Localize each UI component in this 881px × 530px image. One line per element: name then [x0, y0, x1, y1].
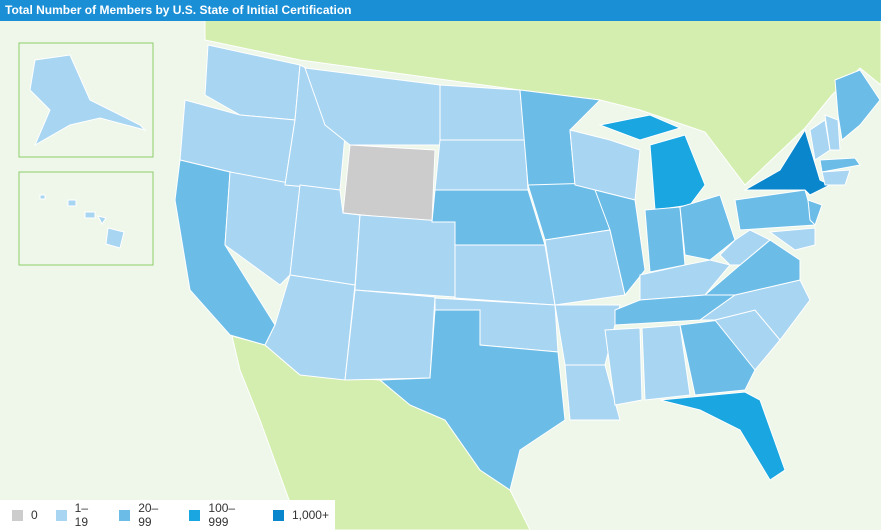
state: [454, 244, 556, 306]
legend-swatch: [119, 509, 131, 521]
state: [679, 194, 736, 261]
title: Total Number of Members by U.S. State of…: [5, 3, 352, 17]
legend-swatch: [189, 509, 201, 521]
state: [105, 227, 125, 249]
legend-label: 100–999: [208, 501, 236, 529]
legend-swatch: [55, 509, 67, 521]
title-bar: Total Number of Members by U.S. State of…: [0, 0, 881, 21]
state: [39, 194, 46, 200]
state: [659, 391, 786, 481]
state: [594, 189, 646, 297]
state: [29, 54, 147, 147]
state: [354, 214, 456, 298]
legend-item: 0: [12, 508, 38, 522]
state: [67, 199, 77, 207]
legend-label: 0: [31, 508, 38, 522]
state: [768, 227, 816, 251]
state: [434, 139, 529, 191]
state: [819, 157, 861, 173]
state: [304, 67, 441, 146]
state: [679, 319, 756, 396]
legend-swatch: [12, 509, 23, 521]
state: [439, 84, 526, 141]
legend-label: 1–19: [74, 501, 88, 529]
legend-swatch: [272, 509, 284, 521]
state: [821, 169, 851, 186]
state: [824, 114, 841, 151]
state: [564, 364, 621, 421]
legend-item: 1,000+: [272, 508, 329, 522]
state: [834, 69, 881, 141]
inset-frame: [18, 42, 154, 158]
state: [97, 215, 107, 225]
state: [719, 229, 771, 266]
states: [29, 44, 881, 491]
inset-frame: [18, 171, 154, 266]
state: [734, 189, 816, 231]
legend-item: 1–19: [55, 501, 102, 529]
state: [598, 114, 682, 141]
legend-label: 1,000+: [291, 508, 329, 522]
state: [344, 289, 436, 381]
state: [604, 327, 643, 406]
legend: 0 1–19 20–99 100–999 1,000+: [0, 500, 335, 530]
state: [378, 309, 566, 491]
state: [84, 211, 96, 219]
legend-item: 20–99: [119, 501, 171, 529]
state: [649, 134, 706, 211]
state: [342, 144, 436, 223]
state: [807, 199, 823, 226]
state: [641, 324, 691, 401]
legend-label: 20–99: [138, 501, 159, 529]
legend-item: 100–999: [189, 501, 255, 529]
state: [644, 206, 686, 273]
